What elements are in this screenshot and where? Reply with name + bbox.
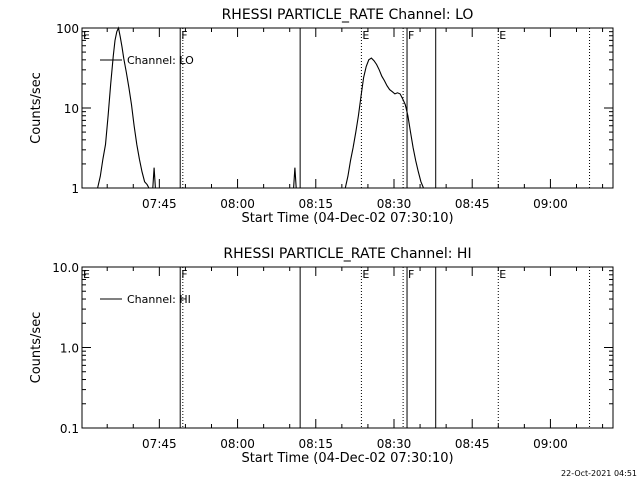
x-tick-label: 08:30 xyxy=(377,197,412,211)
chart-panel-1: RHESSI PARTICLE_RATE Channel: LO 1 10 100 07… xyxy=(29,7,614,226)
event-marker-label: E xyxy=(499,268,506,281)
x-tick-label: 08:00 xyxy=(220,437,255,451)
y-axis-label: Counts/sec xyxy=(29,72,44,144)
event-marker-label: F xyxy=(408,29,414,42)
y-tick-label: 10 xyxy=(64,102,79,116)
legend-label: Channel: HI xyxy=(127,293,191,306)
x-axis-label: Start Time (04-Dec-02 07:30:10) xyxy=(241,451,453,466)
footer-timestamp: 22-Oct-2021 04:51 xyxy=(561,469,637,478)
data-series-line xyxy=(344,57,425,189)
x-tick-label: 08:15 xyxy=(298,197,333,211)
y-tick-label: 1 xyxy=(71,182,79,196)
x-axis-label: Start Time (04-Dec-02 07:30:10) xyxy=(241,211,453,226)
event-marker-label: E xyxy=(83,29,90,42)
x-tick-label: 08:30 xyxy=(377,437,412,451)
y-tick-label: 0.1 xyxy=(60,422,79,436)
data-series-line xyxy=(152,167,156,189)
x-tick-label: 09:00 xyxy=(533,437,568,451)
data-series-line xyxy=(97,26,150,189)
x-tick-label: 08:45 xyxy=(455,197,490,211)
x-tick-label: 08:15 xyxy=(298,437,333,451)
y-axis-label: Counts/sec xyxy=(29,312,44,384)
event-marker-label: F xyxy=(181,268,187,281)
chart-panel-2: RHESSI PARTICLE_RATE Channel: HI 0.1 1.0 10… xyxy=(29,246,614,466)
x-tick-label: 08:45 xyxy=(455,437,490,451)
data-series-line xyxy=(293,167,297,189)
chart-title: RHESSI PARTICLE_RATE Channel: LO xyxy=(222,7,474,23)
x-tick-label: 08:00 xyxy=(220,197,255,211)
y-tick-label: 10.0 xyxy=(52,261,79,275)
event-marker-label: E xyxy=(362,268,369,281)
x-tick-label: 09:00 xyxy=(533,197,568,211)
event-marker-label: F xyxy=(408,268,414,281)
event-marker-label: E xyxy=(83,268,90,281)
x-tick-label: 07:45 xyxy=(142,437,177,451)
event-marker-label: E xyxy=(362,29,369,42)
legend-label: Channel: LO xyxy=(127,54,194,67)
x-tick-label: 07:45 xyxy=(142,197,177,211)
event-marker-label: F xyxy=(181,29,187,42)
y-tick-label: 1.0 xyxy=(60,342,79,356)
y-tick-label: 100 xyxy=(56,22,79,36)
chart-title: RHESSI PARTICLE_RATE Channel: HI xyxy=(223,246,471,262)
event-marker-label: E xyxy=(499,29,506,42)
